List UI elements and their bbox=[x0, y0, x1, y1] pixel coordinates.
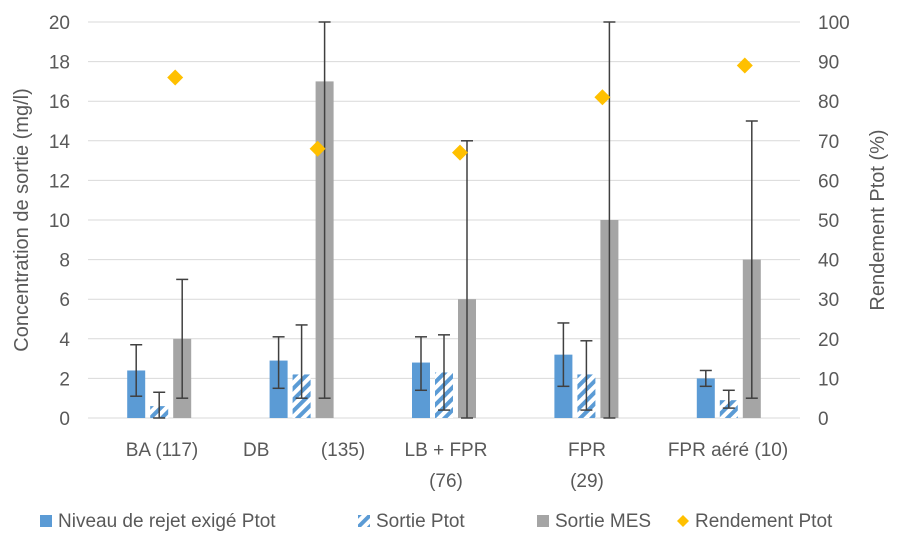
right-tick-label: 80 bbox=[818, 92, 839, 113]
category-label: (135) bbox=[321, 440, 365, 461]
right-axis-ticks: 0 10 20 30 40 50 60 70 80 90 100 bbox=[818, 13, 850, 430]
legend: Niveau de rejet exigé Ptot Sortie Ptot Sor… bbox=[40, 511, 833, 532]
legend-swatch bbox=[537, 515, 549, 527]
legend-label: Sortie Ptot bbox=[376, 511, 465, 532]
rendement-marker bbox=[167, 69, 184, 86]
left-tick-label: 8 bbox=[59, 251, 70, 272]
rendement-marker bbox=[452, 144, 468, 161]
legend-swatch-sortie-ptot bbox=[358, 515, 370, 527]
gridlines bbox=[88, 21, 800, 419]
category-label: FPR aéré (10) bbox=[668, 440, 788, 461]
left-tick-label: 0 bbox=[59, 409, 70, 430]
right-tick-label: 100 bbox=[818, 13, 850, 34]
rendement-marker bbox=[736, 57, 753, 74]
left-tick-label: 20 bbox=[49, 13, 70, 34]
category-label: BA (117) bbox=[126, 440, 199, 461]
category-label: DB bbox=[243, 440, 269, 461]
category-label: FPR bbox=[568, 440, 606, 461]
legend-swatch-rendement bbox=[677, 515, 689, 527]
rendement-marker bbox=[309, 140, 326, 157]
left-tick-label: 4 bbox=[59, 330, 70, 351]
left-tick-label: 16 bbox=[49, 92, 70, 113]
right-tick-label: 20 bbox=[818, 330, 839, 351]
left-tick-label: 14 bbox=[49, 132, 71, 153]
right-tick-label: 30 bbox=[818, 290, 839, 311]
right-tick-label: 40 bbox=[818, 251, 839, 272]
legend-label: Rendement Ptot bbox=[695, 511, 833, 532]
category-label: (29) bbox=[570, 471, 604, 492]
right-tick-label: 0 bbox=[818, 409, 829, 430]
category-label: LB + FPR bbox=[405, 440, 488, 461]
left-tick-label: 18 bbox=[49, 53, 70, 74]
left-axis-ticks: 0 2 4 6 8 10 12 14 16 18 20 bbox=[49, 13, 71, 430]
left-tick-label: 6 bbox=[59, 290, 70, 311]
bar bbox=[696, 378, 715, 418]
right-axis-title: Rendement Ptot (%) bbox=[867, 129, 889, 310]
legend-label: Niveau de rejet exigé Ptot bbox=[58, 511, 276, 532]
legend-swatch bbox=[40, 515, 52, 527]
category-label: (76) bbox=[429, 471, 463, 492]
legend-label: Sortie MES bbox=[555, 511, 651, 532]
rendement-marker bbox=[594, 89, 611, 106]
right-tick-label: 70 bbox=[818, 132, 839, 153]
right-tick-label: 90 bbox=[818, 53, 839, 74]
left-tick-label: 12 bbox=[49, 171, 70, 192]
error-bars bbox=[130, 21, 758, 419]
right-tick-label: 10 bbox=[818, 369, 839, 390]
left-axis-title: Concentration de sortie (mg/l) bbox=[11, 88, 33, 351]
bar bbox=[269, 360, 288, 418]
rendement-markers bbox=[167, 57, 753, 161]
right-tick-label: 60 bbox=[818, 171, 839, 192]
bar bbox=[719, 400, 738, 418]
left-tick-label: 2 bbox=[59, 369, 70, 390]
category-labels: BA (117) DB (135) LB + FPR (76) FPR (29) FPR aé… bbox=[126, 440, 788, 492]
left-tick-label: 10 bbox=[49, 211, 70, 232]
right-tick-label: 50 bbox=[818, 211, 839, 232]
